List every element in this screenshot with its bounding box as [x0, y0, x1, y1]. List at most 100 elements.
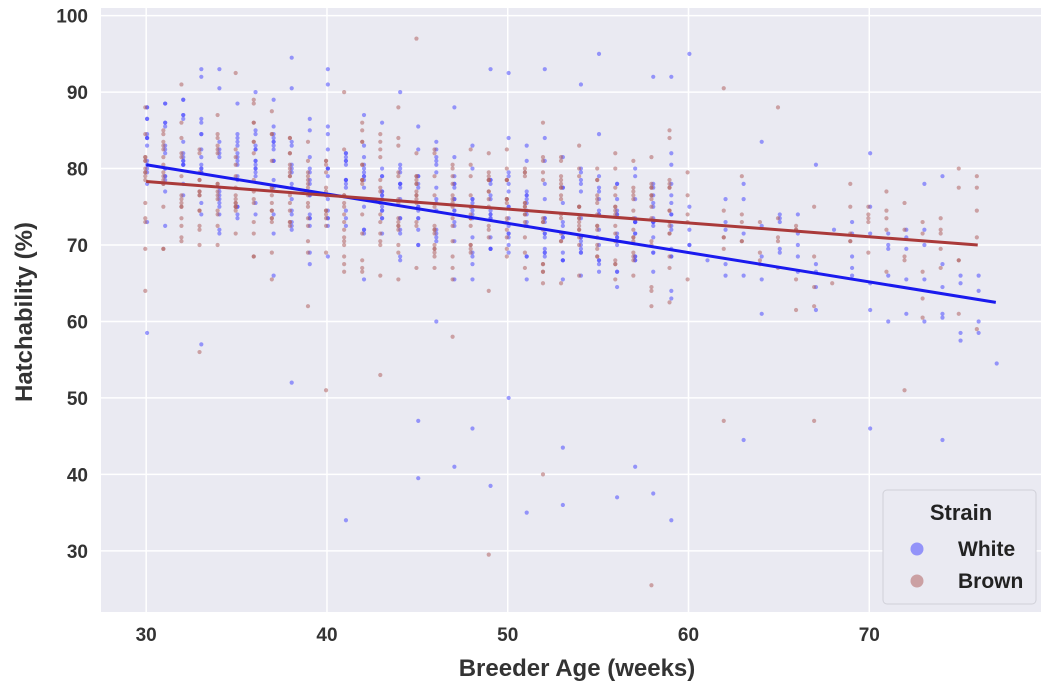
point-white — [578, 246, 584, 251]
point-brown — [396, 219, 401, 225]
point-brown — [812, 418, 817, 423]
point-brown — [179, 200, 184, 206]
point-white — [795, 242, 800, 248]
point-brown — [287, 174, 293, 179]
point-brown — [233, 162, 238, 167]
point-brown — [233, 70, 238, 76]
point-brown — [161, 143, 166, 148]
point-white — [343, 177, 349, 183]
point-brown — [739, 174, 744, 179]
point-brown — [486, 223, 491, 228]
point-white — [922, 181, 927, 186]
point-white — [940, 437, 945, 443]
point-brown — [667, 177, 672, 183]
point-white — [181, 97, 186, 102]
point-brown — [378, 219, 383, 225]
point-white — [524, 277, 529, 282]
point-brown — [775, 239, 781, 244]
point-brown — [595, 177, 600, 183]
point-white — [723, 219, 728, 225]
point-brown — [251, 139, 256, 144]
point-brown — [504, 197, 509, 202]
point-brown — [649, 288, 654, 293]
point-white — [434, 239, 439, 244]
point-brown — [667, 128, 672, 133]
point-white — [759, 311, 764, 316]
point-white — [777, 246, 782, 251]
point-white — [470, 208, 475, 213]
point-brown — [631, 158, 636, 164]
point-brown — [396, 170, 401, 175]
point-white — [361, 170, 367, 175]
point-white — [379, 208, 385, 213]
point-brown — [215, 208, 220, 213]
point-white — [271, 147, 276, 152]
point-brown — [450, 254, 455, 259]
point-white — [669, 200, 674, 206]
point-white — [452, 219, 457, 225]
point-brown — [414, 197, 419, 202]
point-brown — [613, 208, 618, 213]
point-white — [361, 227, 367, 232]
point-brown — [595, 246, 600, 251]
point-white — [470, 235, 475, 240]
point-brown — [522, 265, 528, 271]
point-white — [343, 185, 349, 190]
point-white — [578, 239, 584, 244]
point-brown — [432, 151, 437, 156]
point-white — [542, 235, 547, 240]
point-brown — [432, 174, 437, 179]
point-brown — [342, 235, 347, 240]
point-white — [614, 269, 620, 274]
point-white — [614, 181, 620, 186]
point-brown — [631, 273, 636, 278]
point-white — [777, 219, 782, 225]
point-brown — [161, 177, 166, 183]
point-white — [163, 151, 168, 156]
point-brown — [613, 223, 618, 228]
point-white — [596, 174, 602, 179]
point-white — [506, 395, 511, 401]
point-brown — [342, 219, 347, 225]
point-white — [488, 483, 493, 488]
point-brown — [613, 277, 618, 282]
point-white — [886, 246, 891, 251]
point-brown — [305, 250, 311, 255]
point-brown — [739, 212, 744, 217]
point-white — [994, 361, 999, 366]
point-white — [271, 212, 276, 217]
point-brown — [522, 200, 528, 206]
point-white — [199, 120, 204, 125]
point-white — [235, 132, 240, 137]
point-brown — [486, 197, 491, 202]
point-white — [434, 170, 439, 175]
point-brown — [504, 147, 509, 152]
point-white — [976, 273, 981, 278]
point-brown — [631, 258, 636, 263]
point-white — [560, 235, 565, 240]
point-white — [217, 200, 222, 206]
point-brown — [323, 223, 329, 228]
point-brown — [215, 223, 220, 228]
point-brown — [305, 223, 311, 228]
point-white — [144, 143, 150, 148]
point-brown — [613, 262, 618, 267]
point-brown — [251, 219, 256, 225]
point-brown — [631, 227, 636, 232]
point-brown — [251, 151, 256, 156]
point-brown — [287, 162, 293, 167]
point-brown — [287, 151, 293, 156]
point-brown — [179, 216, 184, 221]
point-white — [235, 216, 240, 221]
point-brown — [558, 174, 564, 179]
point-white — [723, 273, 728, 278]
point-brown — [667, 265, 672, 271]
point-brown — [667, 135, 672, 141]
point-brown — [360, 177, 365, 183]
point-brown — [540, 281, 546, 286]
point-brown — [902, 254, 907, 259]
point-brown — [179, 120, 184, 125]
point-brown — [215, 193, 220, 198]
point-brown — [450, 181, 455, 186]
point-white — [741, 197, 746, 202]
